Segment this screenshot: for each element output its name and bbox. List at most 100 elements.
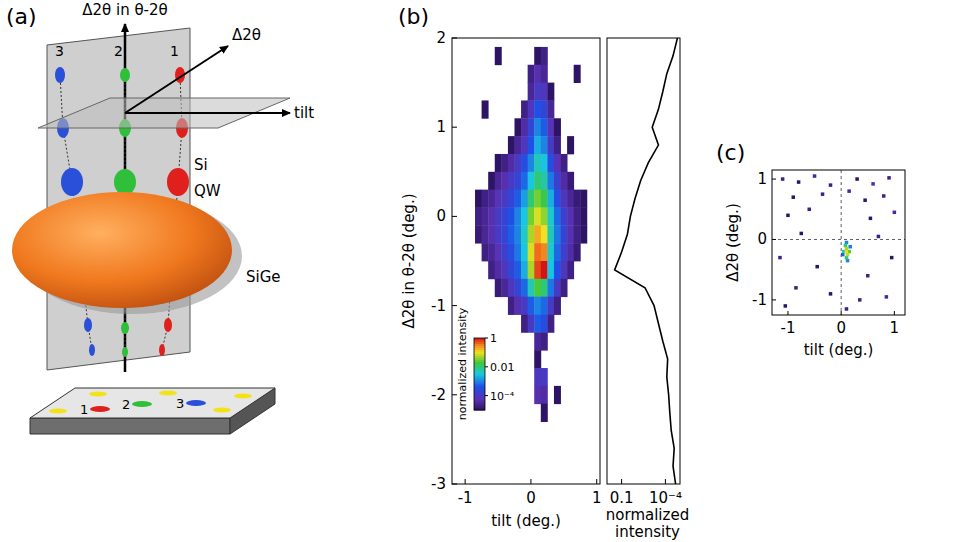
- heat-cell: [528, 225, 535, 243]
- tick: [621, 479, 622, 484]
- colorbar-tick: [485, 395, 488, 396]
- heat-cell: [541, 172, 548, 190]
- heat-cell: [541, 243, 548, 261]
- heat-cell: [554, 154, 561, 172]
- tick: [894, 311, 895, 315]
- tick: [841, 311, 842, 315]
- heat-cell: [561, 279, 568, 297]
- heat-cell: [514, 136, 521, 154]
- panel-a: (a)Δ2θ in θ-2θΔ2θtilt321SiQWSiGe123: [6, 1, 314, 434]
- tick: [452, 305, 457, 306]
- heat-cell: [858, 298, 862, 302]
- heat-cell: [495, 279, 502, 297]
- peak-spot: [114, 169, 136, 195]
- heat-cell: [508, 190, 515, 208]
- heat-cell: [501, 243, 508, 261]
- heat-cell: [521, 118, 528, 136]
- heat-cell: [574, 190, 581, 208]
- heat-cell: [534, 172, 541, 190]
- surface-domain: [159, 390, 177, 395]
- heat-cell: [845, 241, 849, 245]
- heat-cell: [547, 207, 554, 225]
- heat-cell: [534, 118, 541, 136]
- heat-cell: [475, 225, 482, 243]
- heat-cell: [495, 154, 502, 172]
- axis-title-line: normalized: [606, 506, 689, 524]
- tick-label: 1: [436, 118, 446, 136]
- peak-spot: [55, 67, 65, 83]
- tick-label: 0: [836, 319, 846, 337]
- heat-cell: [547, 279, 554, 297]
- colorbar: [474, 338, 485, 410]
- tick-label: 10⁻⁴: [649, 489, 682, 507]
- heat-cell: [482, 100, 489, 118]
- heat-cell: [541, 332, 548, 350]
- peak-spot: [122, 347, 128, 357]
- heat-cell: [567, 190, 574, 208]
- heat-cell: [847, 189, 851, 193]
- heat-cell: [794, 286, 798, 290]
- tick: [787, 311, 788, 315]
- heat-cell: [574, 225, 581, 243]
- heat-cell: [554, 207, 561, 225]
- colorbar-tick: [485, 366, 488, 367]
- heat-cell: [561, 243, 568, 261]
- surface-domain: [186, 400, 206, 406]
- heat-cell: [554, 261, 561, 279]
- slab-front: [30, 418, 230, 434]
- heat-cell: [534, 279, 541, 297]
- heat-cell: [580, 225, 587, 243]
- heat-cell: [508, 243, 515, 261]
- heat-cell: [528, 297, 535, 315]
- heat-cell: [547, 154, 554, 172]
- heat-cell: [495, 207, 502, 225]
- tick-label: -1: [780, 319, 795, 337]
- heat-cell: [567, 136, 574, 154]
- heat-cell: [508, 279, 515, 297]
- heat-cell: [877, 235, 881, 239]
- heat-cell: [792, 195, 796, 199]
- colorbar-tick-label: 1: [490, 332, 497, 345]
- heat-cell: [521, 100, 528, 118]
- heat-cell: [534, 154, 541, 172]
- heat-cell: [580, 190, 587, 208]
- panel-label: (c): [716, 140, 745, 165]
- heat-cell: [781, 177, 785, 181]
- heat-cell: [488, 190, 495, 208]
- heat-cell: [567, 243, 574, 261]
- axis-title: tilt (deg.): [804, 341, 874, 359]
- heat-cell: [521, 172, 528, 190]
- heat-cell: [495, 243, 502, 261]
- heat-cell: [521, 261, 528, 279]
- panel-b: (b)-101-3-2-1012tilt (deg.)Δ2θ in θ-2θ (…: [398, 4, 601, 530]
- heat-cell: [521, 207, 528, 225]
- heat-cell: [800, 232, 804, 236]
- tick-label: -1: [431, 297, 446, 315]
- heat-cell: [574, 65, 581, 83]
- heat-cell: [488, 243, 495, 261]
- heat-cell: [547, 100, 554, 118]
- peak-spot: [164, 318, 172, 332]
- heat-cell: [554, 297, 561, 315]
- heat-cell: [541, 297, 548, 315]
- heat-cell: [797, 180, 801, 184]
- heat-cell: [488, 207, 495, 225]
- peak-spot: [84, 318, 92, 332]
- heat-cell: [561, 154, 568, 172]
- heat-cell: [488, 225, 495, 243]
- surface-domain: [89, 391, 107, 396]
- heat-cell: [534, 65, 541, 83]
- heat-cell: [561, 207, 568, 225]
- heat-cell: [784, 304, 788, 308]
- heat-cell: [580, 207, 587, 225]
- heat-cell: [534, 297, 541, 315]
- heat-cell: [501, 207, 508, 225]
- tick: [465, 479, 466, 484]
- heat-cell: [501, 225, 508, 243]
- heat-cell: [488, 172, 495, 190]
- heat-cell: [514, 243, 521, 261]
- tick-label: 0: [436, 207, 446, 225]
- heat-cell: [541, 100, 548, 118]
- heat-cell: [501, 172, 508, 190]
- heat-cell: [567, 172, 574, 190]
